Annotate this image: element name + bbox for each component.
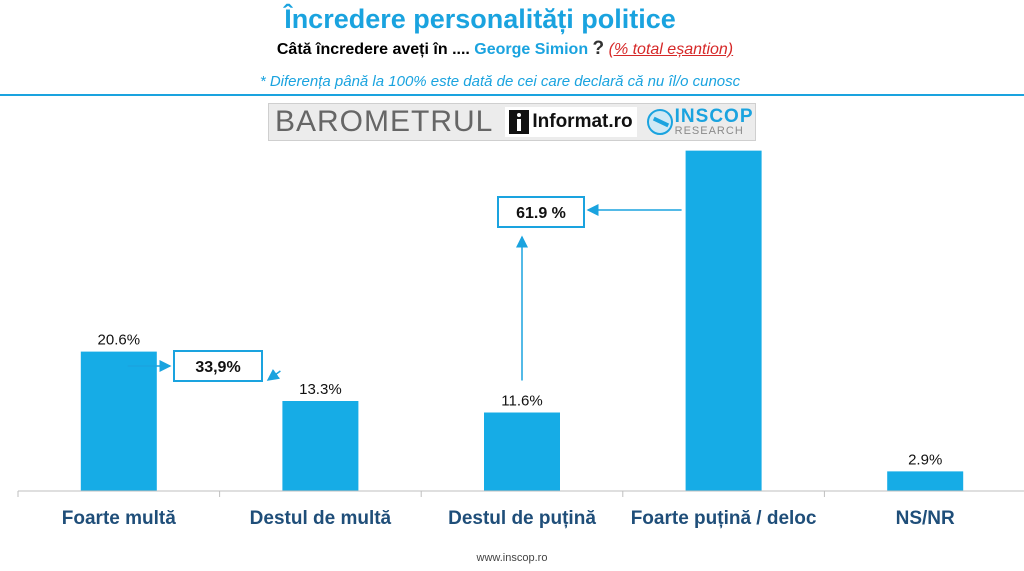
value-label: 2.9%	[908, 451, 942, 468]
bar	[484, 412, 560, 491]
footnote: * Diferența până la 100% este dată de ce…	[259, 73, 741, 90]
inscop-research-text: RESEARCH	[674, 125, 744, 137]
value-label: 20.6%	[98, 332, 141, 349]
bar	[282, 401, 359, 491]
informat-text: Informat.ro	[532, 111, 633, 132]
politician-name: George Simion	[474, 41, 589, 58]
question-mark: ?	[592, 38, 605, 59]
inscop-globe-icon	[646, 109, 673, 135]
positive-sum-arrow-right	[266, 368, 281, 381]
question-line: Câtă încredere aveți în .... George Simi…	[0, 38, 1010, 60]
category-label: Destul de puțină	[448, 508, 596, 529]
category-label: Destul de multă	[250, 508, 392, 529]
positive-sum-box	[173, 350, 263, 382]
negative-sum-box	[497, 196, 585, 228]
sample-note: (% total eșantion)	[608, 41, 734, 58]
header-divider	[0, 94, 1024, 96]
footer-url[interactable]: www.inscop.ro	[476, 552, 548, 564]
question-prefix: Câtă încredere aveți în ....	[276, 41, 470, 58]
bar	[80, 351, 157, 491]
category-label: Foarte multă	[62, 508, 176, 529]
category-label: NS/NR	[896, 508, 955, 529]
negative-sum-label: 61.9 %	[516, 205, 566, 222]
info-icon	[509, 110, 530, 134]
inscop-text: INSCOP	[674, 106, 754, 127]
inscop-logo: INSCOP RESEARCH	[646, 106, 754, 137]
bar	[887, 471, 964, 491]
barometru-logo: BAROMETRUL	[275, 105, 494, 138]
informat-logo: Informat.ro	[505, 107, 637, 137]
value-label: 11.6%	[501, 393, 542, 410]
category-label: Foarte puțină / deloc	[631, 508, 817, 529]
value-label: 13.3%	[299, 381, 342, 398]
positive-sum-label: 33,9%	[195, 359, 240, 376]
chart-title: Încredere personalități politice	[284, 4, 676, 34]
sponsor-banner: BAROMETRUL Informat.ro INSCOP RESEARCH	[268, 103, 756, 141]
bar-chart: 20.6% Foarte multă 13.3% Destul de multă 11.…	[17, 150, 1024, 529]
bar	[685, 150, 762, 492]
